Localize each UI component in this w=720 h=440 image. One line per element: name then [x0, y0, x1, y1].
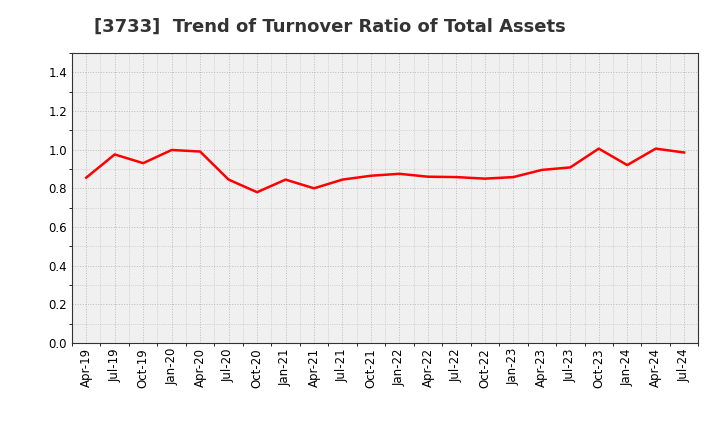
Text: [3733]  Trend of Turnover Ratio of Total Assets: [3733] Trend of Turnover Ratio of Total … [94, 18, 565, 36]
